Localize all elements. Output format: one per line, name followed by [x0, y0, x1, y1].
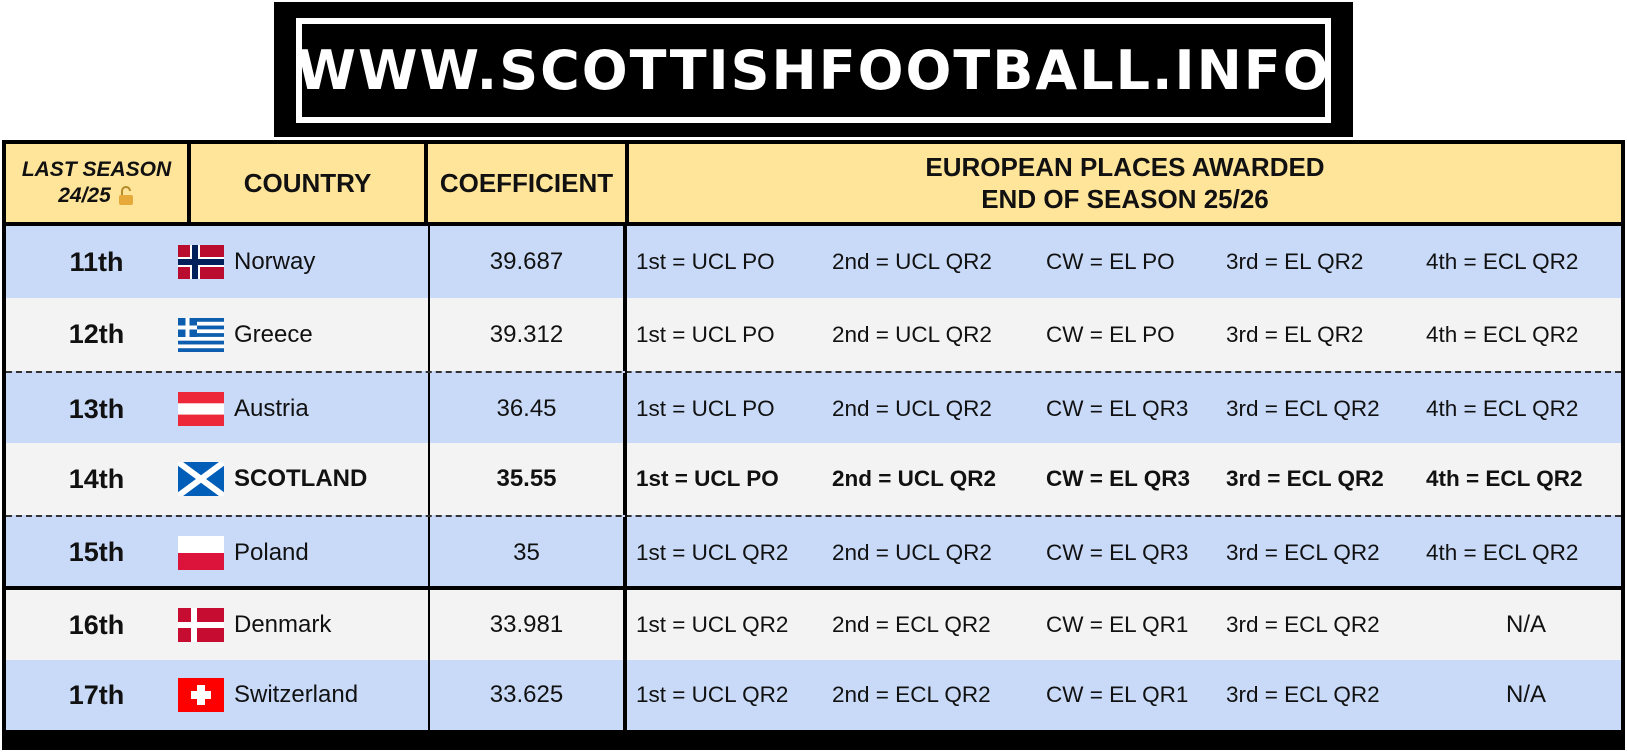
place-cell: 3rd = EL QR2 — [1226, 249, 1364, 274]
banner-frame: WWW.SCOTTISHFOOTBALL.INFO — [296, 18, 1331, 123]
table-row: 14th SCOTLAND 35.55 1st = UCL PO 2nd = UCL Q… — [6, 443, 1621, 515]
place-cell: 3rd = ECL QR2 — [1226, 539, 1380, 565]
place-cell: 4th = ECL QR2 — [1426, 321, 1579, 347]
rank-cell: 12th — [68, 319, 125, 349]
rank-cell: 15th — [68, 537, 125, 567]
place-cell: 2nd = UCL QR2 — [832, 321, 992, 347]
table-row: 17th Switzerland 33.625 1st = UCL QR2 2nd = … — [6, 660, 1621, 730]
rank-cell: 17th — [68, 679, 125, 710]
table: LAST SEASON 24/25 COUNTRY COEFFICIENT EU… — [2, 140, 1625, 750]
coefficient-cell: 35.55 — [428, 443, 625, 515]
header-country: COUNTRY — [191, 144, 424, 222]
country-name: Greece — [234, 320, 313, 348]
header-coefficient: COEFFICIENT — [428, 144, 625, 222]
place-cell: CW = EL PO — [1046, 249, 1175, 274]
coefficient-cell: 33.625 — [428, 660, 625, 730]
flag-icon — [178, 678, 224, 712]
table-row: 11th Norway 39.687 1st = UCL PO 2nd = UCL QR… — [6, 226, 1621, 298]
place-cell: 3rd = EL QR2 — [1226, 321, 1364, 347]
country-cell: Denmark — [178, 590, 424, 660]
rank-cell: 14th — [68, 463, 125, 494]
place-cell: 2nd = UCL QR2 — [832, 539, 992, 565]
place-cell: 1st = UCL QR2 — [636, 539, 789, 565]
country-name: SCOTLAND — [234, 465, 368, 492]
place-cell: 3rd = ECL QR2 — [1226, 682, 1380, 707]
flag-icon — [178, 535, 224, 570]
country-cell: SCOTLAND — [178, 443, 424, 515]
country-cell: Switzerland — [178, 660, 424, 730]
place-cell: 1st = UCL QR2 — [636, 682, 789, 707]
flag-icon — [178, 245, 224, 279]
column-divider — [625, 222, 627, 730]
place-cell: CW = EL PO — [1046, 321, 1175, 347]
place-cell: 1st = UCL PO — [636, 466, 779, 491]
place-cell: CW = EL QR3 — [1046, 466, 1190, 491]
place-cell: 1st = UCL PO — [636, 249, 775, 274]
place-cell: CW = EL QR3 — [1046, 396, 1189, 421]
place-cell: 4th = ECL QR2 — [1426, 396, 1579, 421]
header-text: EUROPEAN PLACES AWARDED — [925, 151, 1325, 182]
header-line: 24/25 — [58, 183, 135, 209]
place-cell: 2nd = ECL QR2 — [832, 682, 991, 707]
flag-icon — [178, 317, 224, 352]
coefficient-cell: 36.45 — [428, 373, 625, 445]
place-cell: 3rd = ECL QR2 — [1226, 612, 1380, 637]
place-cell: 2nd = UCL QR2 — [832, 396, 992, 421]
flag-icon — [178, 608, 224, 642]
place-cell: 4th = ECL QR2 — [1426, 539, 1579, 565]
country-cell: Greece — [178, 298, 424, 371]
rank-cell: 16th — [68, 609, 125, 640]
table-row: 13th Austria 36.45 1st = UCL PO 2nd = UCL QR… — [6, 371, 1621, 445]
country-cell: Austria — [178, 373, 424, 445]
country-name: Switzerland — [234, 681, 359, 708]
country-name: Poland — [234, 538, 309, 566]
header-text: LAST SEASON — [21, 157, 172, 181]
flag-icon — [178, 462, 224, 496]
coefficient-cell: 33.981 — [428, 590, 625, 660]
header-text: 24/25 — [58, 184, 111, 207]
place-cell: 3rd = ECL QR2 — [1226, 396, 1380, 421]
banner: WWW.SCOTTISHFOOTBALL.INFO — [274, 2, 1353, 137]
coefficient-cell: 39.312 — [428, 298, 625, 371]
country-name: Austria — [234, 395, 309, 422]
place-cell: N/A — [1505, 681, 1546, 708]
place-cell: 2nd = ECL QR2 — [832, 612, 991, 637]
table-row: 16th Denmark 33.981 1st = UCL QR2 2nd = ECL … — [6, 590, 1621, 660]
header-last-season: LAST SEASON 24/25 — [6, 144, 187, 222]
place-cell: CW = EL QR3 — [1046, 539, 1189, 565]
rank-cell: 11th — [69, 246, 124, 277]
coefficient-cell: 35 — [428, 517, 625, 588]
place-cell: 4th = ECL QR2 — [1426, 249, 1579, 274]
place-cell: 2nd = UCL QR2 — [832, 466, 996, 491]
place-cell: 1st = UCL QR2 — [636, 612, 789, 637]
country-name: Denmark — [234, 611, 332, 638]
place-cell: CW = EL QR1 — [1046, 612, 1189, 637]
place-cell: 1st = UCL PO — [636, 396, 775, 421]
table-row: 12th Greece 39.312 1st = UCL PO 2nd = UCL QR… — [6, 298, 1621, 371]
table-row: 15th Poland 35 1st = UCL QR2 2nd = UCL QR2 CW… — [6, 515, 1621, 588]
place-cell: N/A — [1505, 611, 1546, 638]
place-cell: 1st = UCL PO — [636, 321, 775, 347]
place-cell: 3rd = ECL QR2 — [1226, 466, 1384, 491]
group-separator — [6, 586, 1621, 590]
place-cell: 2nd = UCL QR2 — [832, 249, 992, 274]
flag-icon — [178, 392, 224, 426]
country-cell: Poland — [178, 517, 424, 588]
country-name: Norway — [234, 248, 316, 275]
country-cell: Norway — [178, 226, 424, 298]
rank-cell: 13th — [68, 393, 125, 424]
header-text: END OF SEASON 25/26 — [981, 184, 1269, 214]
header-places: EUROPEAN PLACES AWARDED END OF SEASON 25… — [629, 144, 1621, 222]
place-cell: 4th = ECL QR2 — [1426, 466, 1583, 491]
place-cell: CW = EL QR1 — [1046, 682, 1189, 707]
banner-text: WWW.SCOTTISHFOOTBALL.INFO — [296, 39, 1331, 102]
coefficient-cell: 39.687 — [428, 226, 625, 298]
lock-icon — [118, 186, 133, 206]
